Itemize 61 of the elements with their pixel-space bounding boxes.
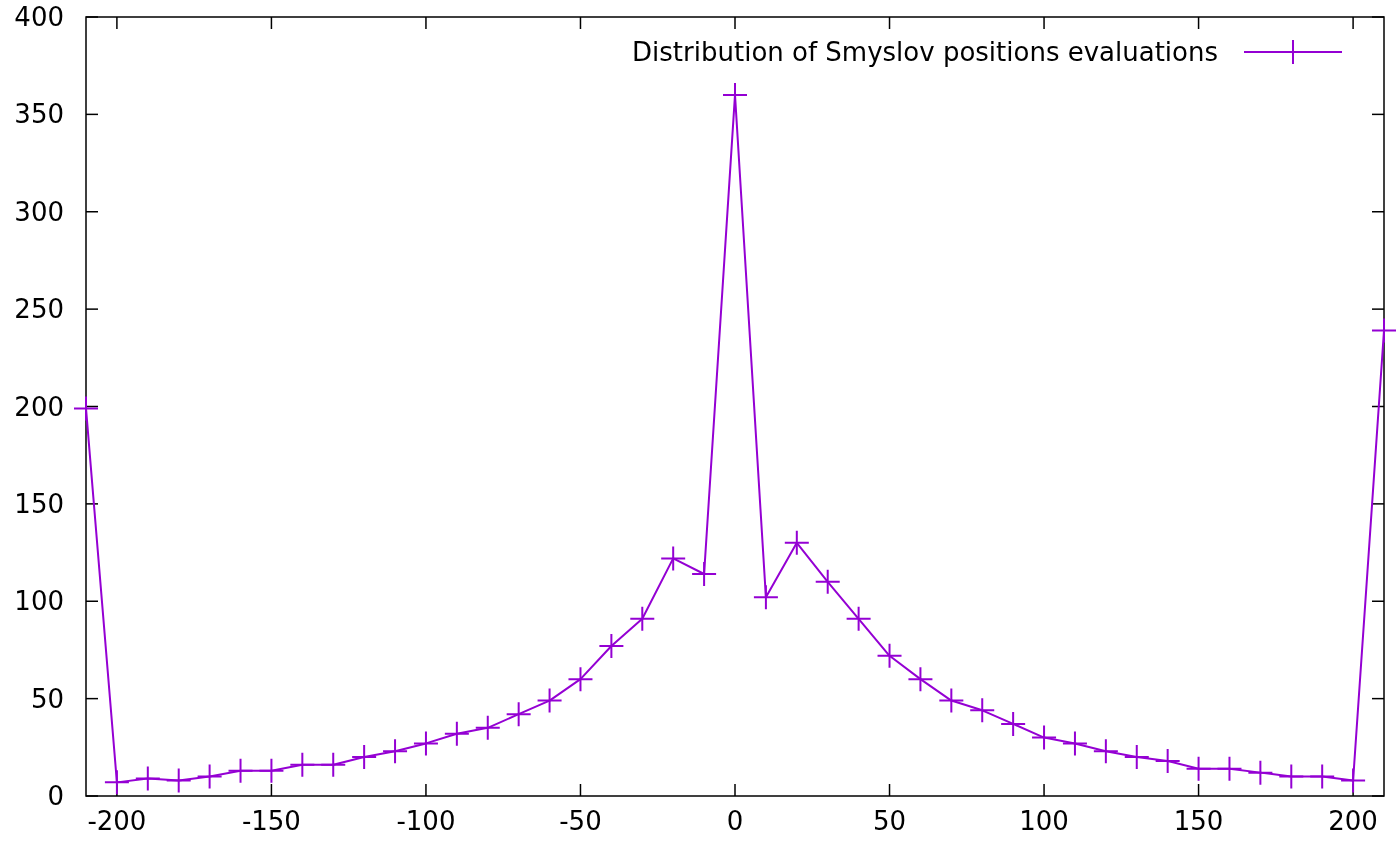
point <box>259 758 284 783</box>
x-tick-label: -50 <box>559 806 602 836</box>
point <box>630 606 655 631</box>
point <box>537 688 562 713</box>
point <box>568 667 593 692</box>
point <box>1155 748 1180 773</box>
point <box>166 768 191 793</box>
point <box>444 721 469 746</box>
y-tick-label: 400 <box>14 2 64 32</box>
point <box>1248 760 1273 785</box>
y-tick-label: 300 <box>14 196 64 227</box>
point <box>104 770 129 795</box>
y-tick-label: 0 <box>47 781 64 811</box>
point <box>661 546 686 571</box>
point <box>908 667 933 692</box>
point <box>135 766 160 791</box>
y-tick-label: 100 <box>14 586 64 617</box>
point <box>475 715 500 740</box>
point <box>692 561 717 586</box>
point <box>1279 764 1304 789</box>
point <box>939 688 964 713</box>
point <box>815 569 840 594</box>
y-tick-label: 350 <box>14 99 64 130</box>
point <box>1032 725 1057 750</box>
x-tick-label: 150 <box>1173 806 1224 836</box>
point <box>413 731 438 756</box>
x-tick-label: 50 <box>872 806 907 836</box>
point <box>74 396 98 421</box>
x-tick-label: 100 <box>1019 806 1069 836</box>
point <box>1217 756 1242 781</box>
point <box>753 585 778 610</box>
point <box>383 739 408 764</box>
point <box>1093 739 1118 764</box>
point <box>784 530 809 555</box>
point <box>1186 756 1211 781</box>
point <box>352 745 377 770</box>
x-tick-label: 0 <box>726 806 744 836</box>
point <box>506 702 531 727</box>
y-tick-label: 200 <box>14 391 64 422</box>
legend-label: Distribution of Smyslov positions evaluations <box>632 37 1218 67</box>
x-tick-label: -200 <box>87 806 147 836</box>
point <box>877 643 902 668</box>
point <box>1372 318 1396 343</box>
point <box>1310 764 1335 789</box>
point <box>1341 768 1366 793</box>
point <box>1001 711 1026 736</box>
point <box>846 606 871 631</box>
point <box>228 758 253 783</box>
x-tick-label: -150 <box>241 806 301 836</box>
point <box>321 752 346 777</box>
x-tick-label: -100 <box>396 806 456 836</box>
point <box>1124 745 1149 770</box>
y-tick-label: 250 <box>14 294 64 325</box>
point <box>290 752 315 777</box>
x-tick-label: 200 <box>1328 806 1378 836</box>
point <box>197 764 222 789</box>
point <box>970 698 995 723</box>
point <box>1062 731 1087 756</box>
y-tick-label: 50 <box>30 683 64 714</box>
point <box>599 634 624 659</box>
y-tick-label: 150 <box>14 488 64 519</box>
